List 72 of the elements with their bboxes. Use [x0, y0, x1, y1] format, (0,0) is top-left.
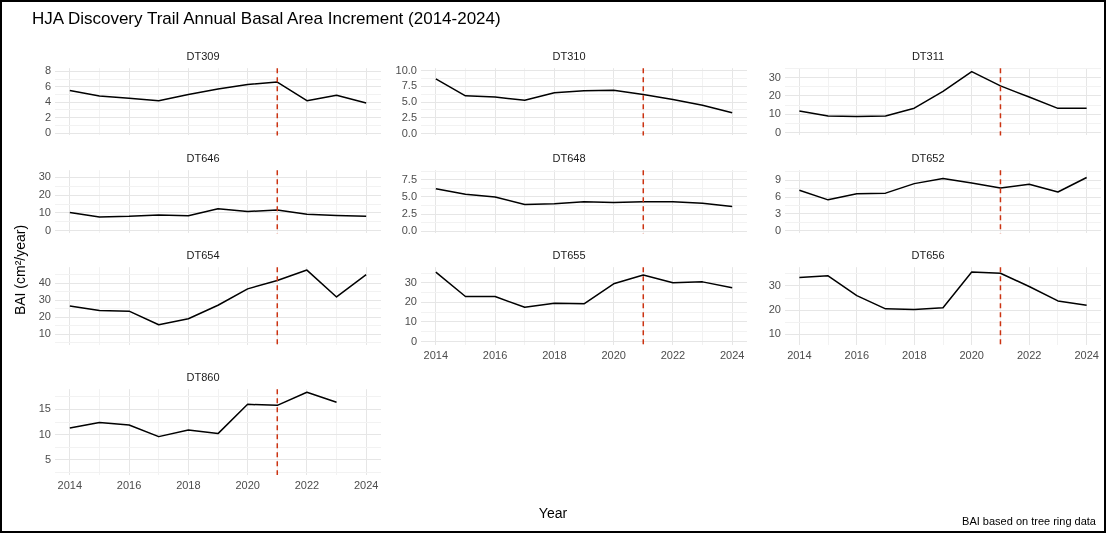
y-tick-label: 2.5 — [401, 207, 417, 220]
y-tick-label: 9 — [774, 173, 781, 186]
x-tick-label: 2018 — [176, 478, 201, 491]
x-tick-label: 2022 — [1016, 348, 1042, 361]
y-tick-label: 40 — [38, 276, 51, 289]
x-tick-label: 2024 — [1074, 348, 1099, 361]
y-tick-label: 10 — [768, 107, 781, 120]
chart-title: DT646 — [186, 151, 220, 164]
y-tick-label: 5.0 — [401, 190, 417, 203]
y-tick-label: 4 — [44, 95, 51, 108]
y-tick-label: 5 — [44, 452, 51, 465]
x-tick-label: 2018 — [902, 348, 927, 361]
y-tick-label: 20 — [38, 310, 51, 323]
y-tick-label: 10 — [404, 314, 417, 327]
x-tick-label: 2024 — [353, 478, 379, 491]
y-tick-label: 30 — [404, 275, 417, 288]
y-tick-label: 30 — [38, 170, 51, 183]
chart-title: DT860 — [186, 370, 220, 383]
chart-title: DT656 — [911, 248, 945, 261]
y-tick-label: 0.0 — [401, 126, 417, 139]
x-tick-label: 2016 — [482, 348, 508, 361]
x-tick-label: 2020 — [235, 478, 260, 491]
y-tick-label: 10 — [768, 327, 781, 340]
y-tick-label: 30 — [768, 70, 781, 83]
x-tick-label: 2014 — [423, 348, 449, 361]
text: BAI based on tree ring data — [962, 515, 1096, 527]
y-tick-label: 0 — [774, 223, 781, 236]
chart-title: DT309 — [186, 49, 220, 62]
text: Year — [538, 505, 568, 521]
y-tick-label: 3 — [774, 206, 781, 219]
y-tick-label: 2.5 — [401, 110, 417, 123]
x-tick-label: 2022 — [660, 348, 686, 361]
y-tick-label: 0 — [774, 125, 781, 138]
y-tick-label: 10 — [38, 427, 51, 440]
y-tick-label: 15 — [38, 402, 51, 415]
y-tick-label: 20 — [404, 295, 417, 308]
x-tick-label: 2016 — [116, 478, 142, 491]
chart-title: DT652 — [911, 151, 945, 164]
y-tick-label: 0 — [410, 334, 417, 347]
x-tick-label: 2018 — [542, 348, 567, 361]
x-tick-label: 2020 — [601, 348, 626, 361]
chart-title: DT311 — [911, 49, 945, 62]
text: BAI (cm²/year) — [12, 224, 28, 316]
x-tick-label: 2014 — [57, 478, 83, 491]
x-tick-label: 2016 — [844, 348, 870, 361]
y-tick-label: 10 — [38, 205, 51, 218]
x-tick-label: 2020 — [959, 348, 984, 361]
chart-title: DT654 — [186, 248, 220, 261]
y-tick-label: 10 — [38, 327, 51, 340]
chart-title: DT655 — [552, 248, 586, 261]
y-tick-label: 2 — [44, 110, 51, 123]
y-tick-label: 6 — [44, 79, 51, 92]
y-tick-label: 7.5 — [401, 79, 417, 92]
y-tick-label: 6 — [774, 190, 781, 203]
y-tick-label: 0 — [44, 126, 51, 139]
y-tick-label: 8 — [44, 64, 51, 77]
y-tick-label: 10.0 — [395, 63, 417, 76]
y-tick-label: 0 — [44, 223, 51, 236]
text: HJA Discovery Trail Annual Basal Area Increment (2014-2024) — [32, 9, 501, 29]
y-tick-label: 0.0 — [401, 224, 417, 237]
y-tick-label: 20 — [768, 303, 781, 316]
y-tick-label: 20 — [768, 88, 781, 101]
x-tick-label: 2022 — [294, 478, 320, 491]
y-tick-label: 30 — [38, 293, 51, 306]
y-tick-label: 30 — [768, 279, 781, 292]
x-tick-label: 2014 — [787, 348, 812, 361]
chart-title: DT310 — [552, 49, 586, 62]
y-tick-label: 5.0 — [401, 95, 417, 108]
chart-title: DT648 — [552, 151, 586, 164]
y-tick-label: 20 — [38, 188, 51, 201]
x-tick-label: 2024 — [719, 348, 745, 361]
y-tick-label: 7.5 — [401, 172, 417, 185]
